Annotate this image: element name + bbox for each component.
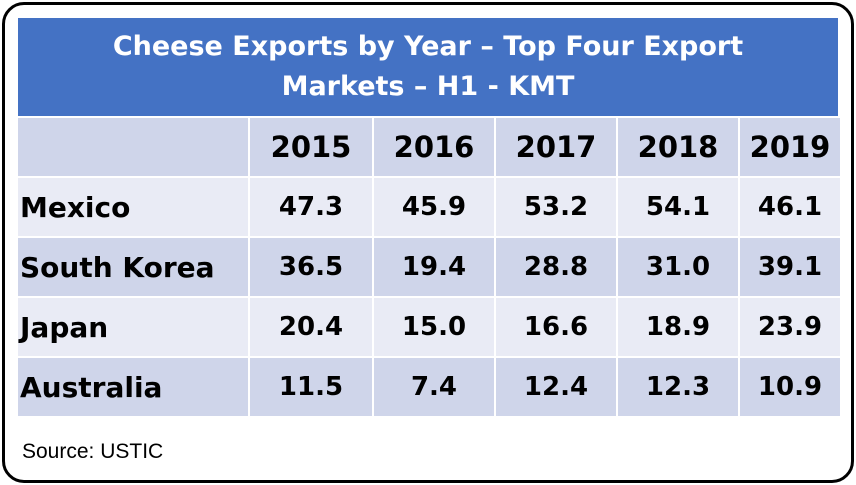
value-cell: 11.5 xyxy=(250,358,372,416)
title: Cheese Exports by Year – Top Four Export… xyxy=(18,18,838,116)
value-cell: 46.1 xyxy=(740,178,840,236)
row-label: Japan xyxy=(18,298,248,356)
value-cell: 7.4 xyxy=(374,358,494,416)
column-header: 2017 xyxy=(496,118,616,176)
value-cell: 12.4 xyxy=(496,358,616,416)
value-cell: 47.3 xyxy=(250,178,372,236)
value-cell: 10.9 xyxy=(740,358,840,416)
value-cell: 31.0 xyxy=(618,238,738,296)
column-header: 2016 xyxy=(374,118,494,176)
value-cell: 36.5 xyxy=(250,238,372,296)
row-label: Australia xyxy=(18,358,248,416)
value-cell: 18.9 xyxy=(618,298,738,356)
value-cell: 15.0 xyxy=(374,298,494,356)
header-corner xyxy=(18,118,248,176)
row-label: South Korea xyxy=(18,238,248,296)
value-cell: 23.9 xyxy=(740,298,840,356)
value-cell: 54.1 xyxy=(618,178,738,236)
value-cell: 28.8 xyxy=(496,238,616,296)
column-header: 2015 xyxy=(250,118,372,176)
column-header: 2019 xyxy=(740,118,840,176)
column-header: 2018 xyxy=(618,118,738,176)
table: 2015 2016 2017 2018 2019 Mexico 47.3 45.9 53.2 54… xyxy=(18,118,840,416)
value-cell: 39.1 xyxy=(740,238,840,296)
source: Source: USTIC xyxy=(22,440,164,463)
row-label: Mexico xyxy=(18,178,248,236)
value-cell: 12.3 xyxy=(618,358,738,416)
value-cell: 16.6 xyxy=(496,298,616,356)
value-cell: 45.9 xyxy=(374,178,494,236)
value-cell: 19.4 xyxy=(374,238,494,296)
value-cell: 53.2 xyxy=(496,178,616,236)
value-cell: 20.4 xyxy=(250,298,372,356)
